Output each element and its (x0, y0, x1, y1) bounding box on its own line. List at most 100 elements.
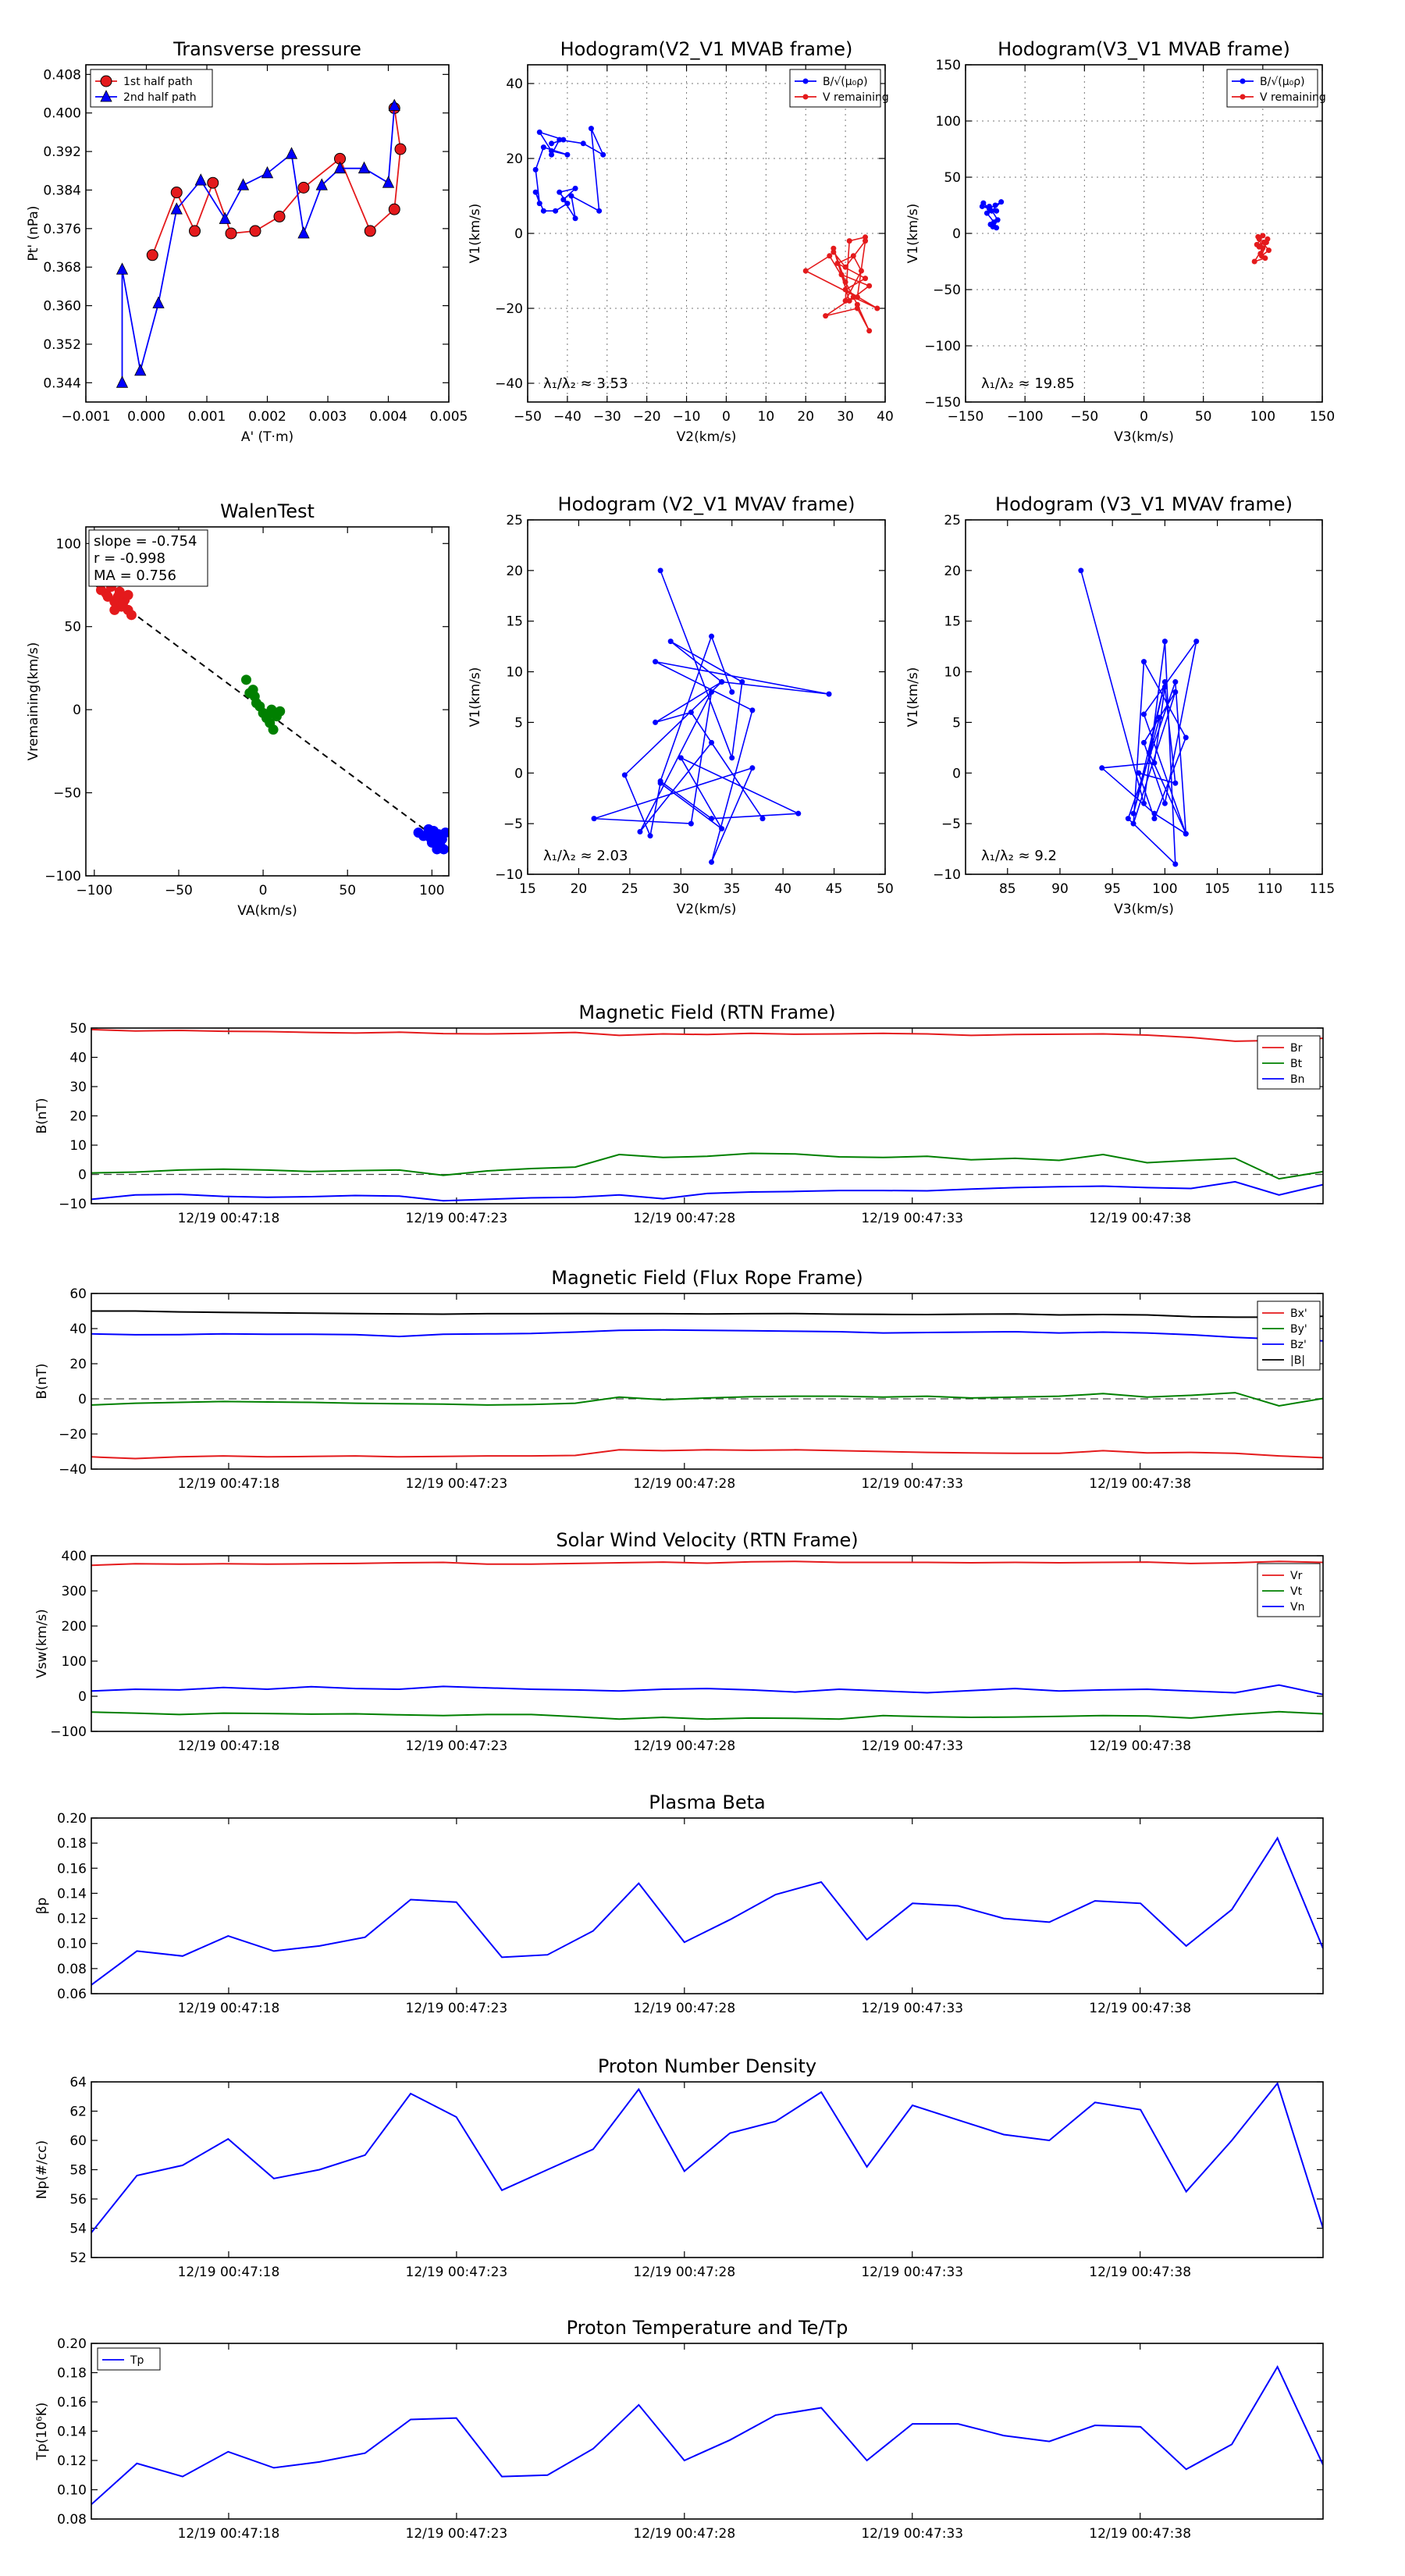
tp-xtick-label: 0.001 (188, 409, 226, 425)
bfr-ylabel: B(nT) (34, 1363, 50, 1399)
h21-legend (789, 69, 881, 108)
bfr-series-by (91, 1392, 1323, 1407)
tp-point (146, 249, 158, 262)
bfr-frame (91, 1293, 1324, 1470)
h31-eigen-ratio: λ₁/λ₂ ≈ 19.85 (981, 375, 1075, 392)
walen-point (102, 591, 113, 602)
bfr-legend-label: By' (1290, 1323, 1307, 1336)
hr31-xtick-label: 95 (1104, 881, 1121, 897)
h21-point (842, 286, 848, 293)
hr21-xlabel: V2(km/s) (677, 902, 737, 917)
tpp-ytick-label: 0.20 (57, 2336, 87, 2352)
h21-ytick-label: 20 (506, 151, 523, 167)
bfr-legend-label: Bz' (1290, 1339, 1307, 1351)
walen-ytick-label: −50 (53, 786, 81, 802)
h31-point (1255, 233, 1261, 240)
vsw-legend-label: Vr (1290, 1570, 1303, 1582)
h21-point (854, 301, 860, 308)
brtn-ytick-label: 30 (69, 1080, 87, 1095)
h21-eigen-ratio: λ₁/λ₂ ≈ 3.53 (543, 375, 628, 392)
hr21-ytick-label: 5 (514, 715, 523, 731)
h21-xtick-label: 30 (837, 409, 854, 425)
h31-point (1260, 233, 1266, 239)
h21-point (831, 245, 837, 251)
h31-xtick-label: 100 (1250, 409, 1275, 425)
beta-ytick-label: 0.12 (57, 1912, 87, 1927)
brtn-ylabel: B(nT) (34, 1098, 50, 1133)
h31-xtick-label: 50 (1195, 409, 1212, 425)
walen-xtick-label: −50 (165, 883, 193, 898)
tp-point (388, 98, 400, 111)
beta-series-beta (91, 1836, 1323, 1986)
h21-xtick-label: −20 (633, 409, 661, 425)
h21-point (564, 151, 571, 158)
beta-ytick-label: 0.20 (57, 1811, 87, 1827)
hr21-point (667, 639, 674, 645)
hr31-point (1172, 861, 1179, 867)
hr31-point (1161, 684, 1168, 690)
hr21-frame (527, 519, 886, 875)
brtn-series-bt (91, 1152, 1323, 1180)
h21-xtick-label: −40 (553, 409, 582, 425)
hr21-point (709, 739, 715, 745)
hr31-title: Hodogram (V3_V1 MVAV frame) (995, 493, 1293, 515)
h21-point (863, 276, 869, 282)
bfr-ytick-label: −20 (59, 1427, 87, 1443)
h31-point (994, 217, 1001, 223)
vsw-series-vt (91, 1710, 1323, 1720)
hr31-xtick-label: 115 (1310, 881, 1335, 897)
h21-point (549, 141, 555, 147)
bfr-title: Magnetic Field (Flux Rope Frame) (551, 1267, 863, 1289)
chart-tp: Transverse pressure 0.344 0.352 0.360 0.368 0… (26, 38, 468, 445)
tp-ytick-label: 0.400 (43, 106, 81, 122)
h21-xtick-label: 10 (758, 409, 775, 425)
h31-point (989, 208, 995, 214)
h21-point (588, 126, 594, 132)
h21-point (532, 166, 539, 173)
beta-ytick-label: 0.14 (57, 1886, 87, 1902)
brtn-ytick-label: 10 (69, 1138, 87, 1154)
tp-ytick-label: 0.368 (43, 260, 81, 276)
hr21-point (688, 820, 694, 827)
vsw-ytick-label: 100 (62, 1654, 87, 1670)
walen-xlabel: VA(km/s) (237, 903, 297, 919)
walen-title: WalenTest (220, 500, 315, 522)
hr21-point (657, 778, 663, 785)
h31-legend (1226, 69, 1318, 108)
h21-point (580, 141, 586, 147)
hr21-point (749, 765, 756, 771)
vsw-legend (1257, 1563, 1321, 1617)
vsw-series-vn (91, 1684, 1323, 1695)
tp-point (207, 176, 219, 189)
hr31-point (1141, 739, 1147, 745)
h21-title: Hodogram(V2_V1 MVAB frame) (560, 38, 853, 60)
np-title: Proton Number Density (598, 2055, 816, 2077)
hr31-point (1183, 831, 1189, 837)
vsw-ytick-label: 0 (78, 1689, 87, 1705)
walen-xtick-label: −100 (76, 883, 112, 898)
tp-point (194, 173, 207, 186)
tpp-series-tp (91, 2364, 1323, 2506)
brtn-ytick-label: 20 (69, 1109, 87, 1125)
walen-ytick-label: 100 (56, 536, 81, 552)
h31-point (1258, 253, 1264, 259)
h21-point (802, 268, 809, 274)
vsw-ytick-label: −100 (50, 1724, 87, 1740)
walen-stat: MA = 0.756 (94, 568, 176, 584)
np-ylabel: Np(#/cc) (34, 2140, 50, 2199)
hr31-plot-area (1078, 568, 1200, 867)
tp-point (219, 212, 231, 224)
tp-point (273, 210, 286, 222)
tp-ytick-label: 0.344 (43, 375, 81, 391)
h21-point (863, 234, 869, 240)
hr31-point (1161, 639, 1168, 645)
tp-xtick-label: 0.004 (369, 409, 407, 425)
beta-title: Plasma Beta (649, 1791, 765, 1813)
tp-point (189, 225, 201, 237)
h21-xtick-label: −50 (514, 409, 542, 425)
h21-point (557, 137, 563, 143)
tpp-legend-label: Tp (130, 2354, 144, 2367)
hr31-xtick-label: 100 (1152, 881, 1177, 897)
walen-xtick-label: 100 (419, 883, 444, 898)
h21-point (834, 260, 841, 266)
